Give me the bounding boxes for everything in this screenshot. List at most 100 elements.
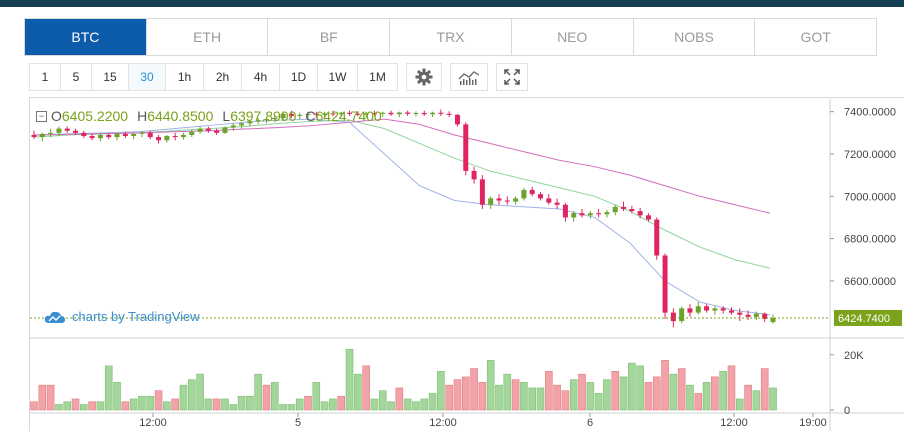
candle-body (538, 194, 544, 199)
candle-body (313, 113, 319, 115)
volume-bar (461, 376, 470, 411)
tab-got[interactable]: GOT (755, 19, 877, 55)
volume-bar (769, 387, 777, 411)
tab-nobs[interactable]: NOBS (633, 19, 756, 55)
candle-body (97, 134, 103, 139)
volume-bar (378, 390, 387, 411)
time-tick-label: 5 (295, 417, 301, 429)
pair-tabs: BTC ETH BF TRX NEO NOBS GOT (24, 18, 877, 56)
volume-bar (387, 401, 395, 411)
candle-body (81, 132, 87, 137)
volume-bar (594, 393, 603, 411)
volume-bar (437, 371, 445, 411)
candle-body (695, 306, 701, 313)
volume-bar (470, 368, 478, 411)
candle-body (380, 112, 386, 114)
tab-eth[interactable]: ETH (146, 19, 269, 55)
volume-bar (146, 395, 155, 411)
interval-1m[interactable]: 1M (357, 63, 398, 91)
volume-bar (636, 365, 644, 411)
candle-body (371, 113, 377, 115)
candle-body (355, 113, 361, 115)
volume-bar (511, 379, 520, 411)
volume-bar (744, 384, 752, 411)
volume-bar (196, 373, 204, 411)
volume-bar (644, 382, 653, 411)
candle-body (413, 112, 419, 114)
candle-body (463, 124, 469, 171)
price-tick-label: 7200.0000 (844, 149, 896, 161)
candle-body (288, 113, 294, 116)
interval-15[interactable]: 15 (91, 63, 129, 91)
candle-body (579, 213, 585, 216)
volume-bar (63, 401, 72, 411)
interval-1[interactable]: 1 (29, 63, 61, 91)
candle-body (396, 112, 402, 115)
candle-body (454, 114, 460, 125)
settings-button[interactable] (406, 63, 442, 91)
interval-4h[interactable]: 4h (241, 63, 280, 91)
time-tick-label: 6 (587, 417, 593, 429)
interval-2h[interactable]: 2h (203, 63, 242, 91)
tab-btc[interactable]: BTC (25, 19, 147, 55)
candle-body (73, 130, 79, 133)
tab-bf[interactable]: BF (268, 19, 391, 55)
volume-bar (652, 376, 661, 411)
chart-container[interactable] (29, 97, 904, 431)
tradingview-watermark[interactable]: charts by TradingView (44, 309, 200, 324)
high-value: 6440.8500 (147, 108, 214, 124)
top-bar (0, 0, 904, 7)
candle-body (753, 313, 759, 317)
fullscreen-button[interactable] (496, 63, 528, 91)
candle-body (64, 128, 70, 131)
indicators-button[interactable] (450, 63, 488, 91)
interval-30[interactable]: 30 (128, 63, 166, 91)
volume-bar (246, 395, 254, 411)
candle-body (571, 213, 577, 218)
candle-body (388, 112, 394, 115)
ohlc-legend: − O 6405.2200 H 6440.8500 L 6397.8900 C … (36, 108, 391, 124)
volume-bar (237, 395, 246, 411)
candle-body (529, 189, 535, 195)
volume-bar (46, 384, 55, 411)
tab-trx[interactable]: TRX (390, 19, 512, 55)
volume-bar (370, 398, 379, 411)
volume-bar (453, 379, 462, 411)
cloud-icon (44, 311, 65, 323)
candle-body (679, 308, 685, 322)
volume-bar (212, 398, 221, 411)
volume-bar (694, 393, 703, 411)
volume-tick-label: 0 (844, 405, 850, 417)
candles (31, 109, 776, 328)
candle-body (139, 132, 145, 134)
candle-body (629, 208, 635, 212)
volume-bar (71, 398, 80, 411)
candle-body (670, 312, 676, 322)
interval-1w[interactable]: 1W (317, 63, 358, 91)
candle-body (330, 113, 336, 115)
candle-body (272, 118, 278, 120)
volume-bar (403, 398, 412, 411)
volume-bars (30, 348, 777, 411)
volume-bar (287, 404, 296, 411)
volume-bar (711, 376, 719, 411)
ma-line (33, 119, 771, 269)
volume-bar (760, 368, 769, 411)
chart-toolbar: 1 5 15 30 1h 2h 4h 1D 1W 1M (29, 62, 528, 92)
collapse-toggle[interactable]: − (36, 110, 47, 122)
volume-bar (96, 401, 105, 411)
candle-body (180, 134, 186, 138)
candle-body (430, 112, 436, 115)
volume-bar (229, 404, 238, 411)
volume-bar (412, 401, 420, 411)
candle-body (704, 306, 710, 311)
tab-neo[interactable]: NEO (511, 19, 634, 55)
candle-body (513, 198, 519, 202)
candle-body (745, 314, 751, 317)
candle-body (347, 112, 353, 114)
volume-bar (154, 390, 163, 411)
interval-5[interactable]: 5 (60, 63, 92, 91)
candle-body (322, 113, 328, 115)
volume-tick-label: 20K (844, 350, 864, 362)
